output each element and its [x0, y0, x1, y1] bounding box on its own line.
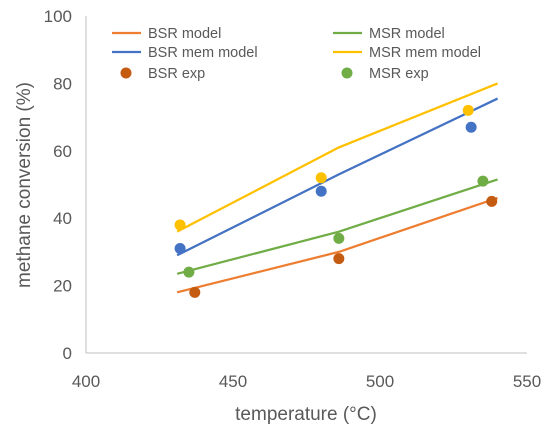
data-point-6-0: [174, 243, 186, 255]
series-line-1: [176, 178, 498, 275]
y-tick-label: 40: [53, 209, 72, 228]
data-point-7-0: [174, 219, 186, 231]
data-point-5-0: [183, 266, 195, 278]
data-point-4-1: [333, 253, 345, 265]
series-line-3: [176, 82, 499, 233]
legend-swatch-5: [341, 67, 353, 79]
legend: BSR model MSR model BSR mem model MSR mem m…: [112, 26, 481, 82]
legend-label-0: BSR model: [148, 26, 221, 42]
x-tick-label: 550: [513, 372, 541, 391]
y-tick-label: 0: [63, 344, 72, 363]
legend-label-4: BSR exp: [148, 66, 205, 82]
data-point-7-2: [462, 104, 474, 116]
y-tick-label: 20: [53, 277, 72, 296]
legend-label-2: BSR mem model: [148, 45, 258, 61]
plot-area: 400 450 500 550 0 20 40 60 80 100: [44, 7, 542, 391]
legend-label-3: MSR mem model: [369, 45, 481, 61]
y-tick-labels: 0 20 40 60 80 100: [44, 7, 72, 363]
y-tick-label: 80: [53, 74, 72, 93]
legend-swatch-4: [120, 67, 132, 79]
data-point-4-0: [189, 286, 201, 298]
series-markers: [174, 104, 498, 298]
data-point-4-2: [486, 195, 498, 207]
data-point-6-2: [465, 121, 477, 133]
data-point-7-1: [315, 172, 327, 184]
data-point-5-2: [477, 175, 489, 187]
legend-label-1: MSR model: [369, 26, 445, 42]
series-lines: [176, 82, 499, 294]
x-tick-label: 450: [219, 372, 247, 391]
y-axis-title: methane conversion (%): [14, 82, 35, 288]
data-point-6-1: [315, 185, 327, 197]
x-tick-label: 400: [72, 372, 100, 391]
y-tick-label: 60: [53, 142, 72, 161]
y-tick-label: 100: [44, 7, 72, 26]
legend-label-5: MSR exp: [369, 66, 429, 82]
x-axis-title: temperature (°C): [235, 404, 377, 425]
x-tick-label: 500: [366, 372, 394, 391]
series-line-0: [176, 196, 498, 294]
data-point-5-1: [333, 232, 345, 244]
series-line-2: [176, 97, 499, 257]
x-tick-labels: 400 450 500 550: [72, 372, 541, 391]
